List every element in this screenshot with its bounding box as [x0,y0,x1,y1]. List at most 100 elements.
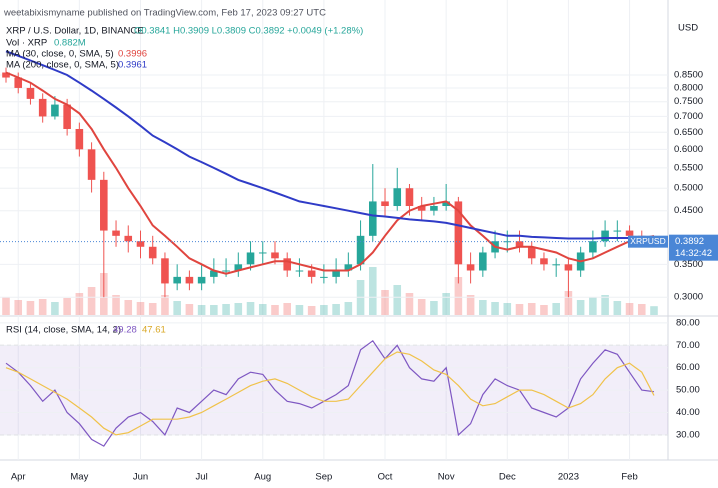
candle-body [148,246,157,259]
volume-bar [576,300,585,315]
volume-bar [87,287,96,315]
candle-body [161,258,169,284]
ohlc-values: O0.3841 H0.3909 L0.3809 C0.3892 +0.0049 … [134,26,363,37]
volume-bar [258,304,267,315]
candle-body [26,87,35,99]
volume-bar [75,293,84,315]
plot-layer [0,0,668,460]
volume-bar [564,291,573,315]
volume-bar [14,300,23,315]
y-tick-label: 0.7000 [674,111,703,122]
y-tick-label: 50.00 [676,385,700,396]
x-tick-label: Jul [196,472,208,483]
symbol-title: XRP / U.S. Dollar, 1D, BINANCE [6,26,144,37]
x-tick-label: Dec [499,472,516,483]
candle-body [185,276,194,284]
rsi-line [5,339,655,447]
volume-bar [527,303,536,315]
volume-bar [540,305,548,315]
volume-bar [234,303,243,315]
symbol-badge [628,235,668,248]
candle-body [63,104,71,129]
y-tick-label: 0.6000 [674,144,703,155]
ma30-legend: MA (30, close, 0, SMA, 5) [6,49,114,60]
volume-bar [222,304,230,315]
volume-bar [283,303,291,315]
candle-body [625,230,634,236]
candle-body [320,276,328,278]
volume-bar [381,290,389,315]
ma200-legend: MA (200, close, 0, SMA, 5) [6,60,119,71]
candle-body [417,206,426,211]
candle-body [393,188,402,207]
candle-body [430,206,438,211]
y-tick-label: 0.4500 [674,205,703,216]
volume-bar [625,303,634,315]
volume-bar [124,300,133,315]
candle-body [601,230,609,242]
candle-body [454,201,463,265]
y-tick-label: 0.5000 [674,183,703,194]
publisher-note: weetabixismyname published on TradingVie… [3,8,326,19]
volume-bar [344,302,353,315]
candle-body [38,98,47,117]
ma30-value: 0.3996 [118,49,147,60]
candle-body [173,276,181,284]
volume-bar [552,303,560,315]
volume-bar [369,267,377,315]
x-tick-label: Apr [11,472,26,483]
price-badge [669,234,718,261]
rsi-value: 49.28 [113,325,137,336]
y-tick-label: 0.3000 [674,292,703,303]
y-tick-label: 40.00 [676,407,700,418]
volume-bar [63,298,71,315]
candle-body [613,230,622,232]
candle-body [442,201,450,207]
ma-line [5,50,655,240]
ma200-value: 0.3961 [118,60,147,71]
volume-bar [148,303,157,315]
volume-bar [613,301,622,315]
y-tick-label: 0.5500 [674,162,703,173]
candle-body [540,258,548,265]
x-tick-label: Nov [438,472,455,483]
candle-body [112,230,120,236]
y-tick-label: 0.6500 [674,127,703,138]
candle-body [283,258,291,271]
x-tick-label: May [70,472,88,483]
candle-body [564,264,573,271]
volume-bar [454,277,463,315]
volume-bar [430,301,438,315]
y-tick-label: 80.00 [676,317,700,328]
candle-body [100,179,108,231]
y-tick-label: 70.00 [676,340,700,351]
candle-body [515,241,524,247]
volume-bar [491,302,499,315]
candle-body [124,235,133,242]
volume-bar [295,305,304,315]
volume-bar [479,300,487,315]
candle-body [75,128,84,150]
volume-bar [320,305,328,315]
volume-bar [515,304,524,315]
candle-body [381,201,389,207]
symbol-label: XRPUSD [630,236,665,246]
candle-body [479,252,487,271]
candle-body [369,201,377,236]
candle-body [344,264,353,271]
y-tick-label: 0.7500 [674,96,703,107]
volume-bar [503,303,512,315]
volume-bar [161,295,169,315]
y-tick-label: 0.8500 [674,70,703,81]
candle-body [51,104,59,117]
axis-unit: USD [678,23,698,34]
candle-body [356,235,365,265]
volume-bar [38,299,47,315]
rsi-line [5,351,655,436]
volume-bar [637,304,646,315]
candle-body [405,188,414,207]
x-tick-label: Jun [133,472,148,483]
x-tick-label: Sep [315,472,332,483]
